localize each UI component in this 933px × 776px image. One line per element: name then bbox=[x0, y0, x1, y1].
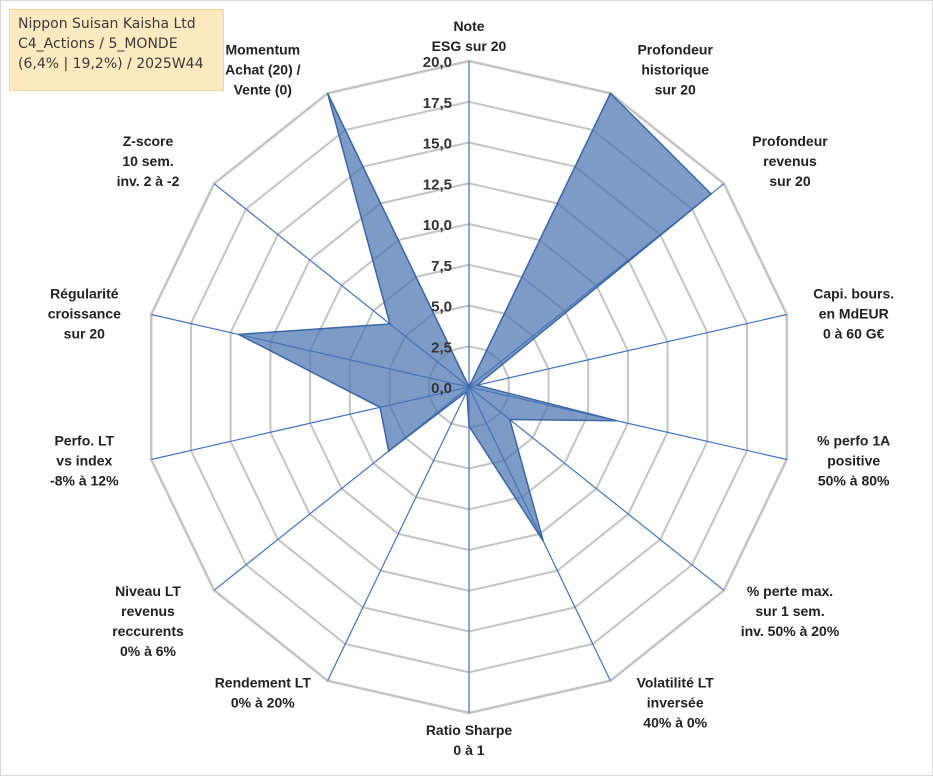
tick-label-4: 10,0 bbox=[423, 217, 452, 234]
info-category: C4_Actions / 5_MONDE bbox=[18, 36, 178, 52]
tick-label-8: 20,0 bbox=[423, 54, 452, 71]
axis-label-profondeur-revenus: Profondeur revenus sur 20 bbox=[752, 133, 828, 189]
axis-label-perfo-1a-positive: % perfo 1A positive 50% à 80% bbox=[817, 432, 890, 488]
axis-label-volatilite-lt: Volatilité LT inversée 40% à 0% bbox=[637, 674, 715, 730]
axis-label-profondeur-historique: Profondeur historique sur 20 bbox=[637, 42, 713, 98]
axis-label-perfo-lt-vs-index: Perfo. LT vs index -8% à 12% bbox=[50, 432, 119, 488]
tick-label-5: 12,5 bbox=[423, 176, 452, 193]
spoke-capi-bours bbox=[468, 313, 787, 388]
series-area bbox=[235, 92, 713, 542]
tick-label-1: 2,5 bbox=[431, 339, 452, 356]
tick-label-0: 0,0 bbox=[431, 380, 452, 397]
spoke-perte-max bbox=[468, 386, 725, 591]
info-stats-week: (6,4% | 19,2%) / 2025W44 bbox=[18, 56, 204, 72]
axis-label-niveau-lt-revenus: Niveau LT revenus reccurents 0% à 6% bbox=[112, 583, 184, 659]
radar-axis-labels: Note ESG sur 20 Profondeur historique sur 20… bbox=[48, 18, 894, 758]
tick-label-3: 7,5 bbox=[431, 258, 452, 275]
axis-label-momentum: Momentum Achat (20) / Vente (0) bbox=[225, 42, 301, 98]
axis-label-note-esg: Note ESG sur 20 bbox=[432, 18, 507, 54]
tick-label-7: 17,5 bbox=[423, 95, 452, 112]
radar-series bbox=[235, 92, 713, 542]
info-company-name: Nippon Suisan Kaisha Ltd bbox=[18, 16, 196, 32]
axis-label-z-score: Z-score 10 sem. inv. 2 à -2 bbox=[117, 133, 180, 189]
radar-tick-labels: 0,0 2,5 5,0 7,5 10,0 12,5 15,0 17,5 20,0 bbox=[423, 54, 452, 397]
axis-label-ratio-sharpe: Ratio Sharpe 0 à 1 bbox=[426, 722, 513, 758]
info-box: Nippon Suisan Kaisha Ltd C4_Actions / 5_… bbox=[9, 9, 224, 91]
spoke-rendement-lt bbox=[327, 386, 470, 681]
tick-label-6: 15,0 bbox=[423, 136, 452, 153]
axis-label-perte-max: % perte max. sur 1 sem. inv. 50% à 20% bbox=[741, 583, 840, 639]
tick-label-2: 5,0 bbox=[431, 299, 452, 316]
axis-label-regularite-croissance: Régularité croissance sur 20 bbox=[48, 286, 121, 342]
axis-label-capi-bours: Capi. bours. en MdEUR 0 à 60 G€ bbox=[813, 286, 894, 342]
axis-label-rendement-lt: Rendement LT 0% à 20% bbox=[215, 674, 312, 710]
